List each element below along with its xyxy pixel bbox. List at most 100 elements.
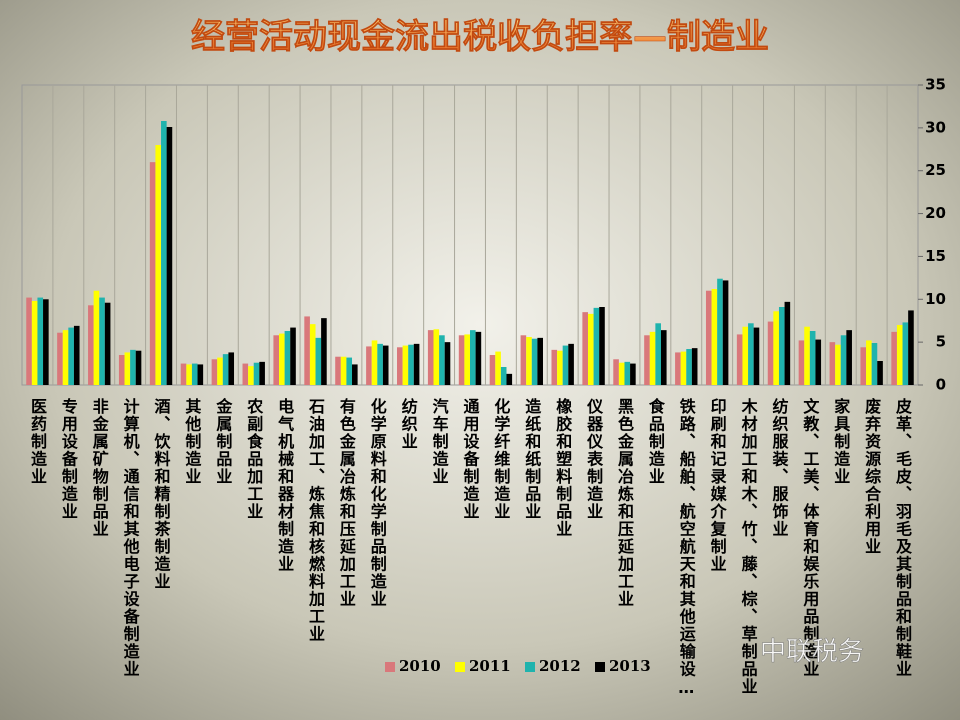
bar bbox=[118, 355, 125, 385]
x-tick-label: 电气机械和器材制造业 bbox=[275, 397, 295, 573]
bar bbox=[809, 331, 816, 385]
bar bbox=[259, 361, 265, 385]
bar bbox=[335, 356, 341, 385]
bar bbox=[599, 307, 605, 385]
x-tick-label: 金属制品业 bbox=[213, 397, 233, 485]
bar bbox=[871, 343, 878, 385]
bar bbox=[784, 301, 791, 385]
bar bbox=[891, 331, 897, 385]
bar bbox=[458, 335, 465, 385]
x-tick-label: 废弃资源综合利用业 bbox=[862, 397, 881, 555]
x-tick-label: 专用设备制造业 bbox=[59, 397, 79, 520]
bar bbox=[315, 337, 322, 385]
bar bbox=[613, 359, 619, 385]
bar bbox=[279, 333, 285, 385]
bar bbox=[742, 326, 749, 385]
bar bbox=[866, 340, 872, 385]
x-tick-label: 汽车制造业 bbox=[430, 397, 449, 485]
bar bbox=[489, 355, 496, 385]
bar bbox=[402, 345, 409, 385]
bar bbox=[846, 330, 852, 385]
bar bbox=[43, 299, 49, 385]
x-tick-label: 食品制造业 bbox=[646, 397, 666, 485]
bar bbox=[537, 337, 543, 385]
bar bbox=[397, 347, 403, 385]
x-tick-label: 皮革、毛皮、羽毛及其制品和制鞋业 bbox=[893, 397, 913, 678]
bar bbox=[366, 346, 372, 385]
bar bbox=[321, 318, 327, 385]
x-tick-label: 石油加工、炼焦和核燃料加工业 bbox=[306, 398, 326, 643]
x-tick-label: 其他制造业 bbox=[182, 397, 202, 485]
bar bbox=[413, 343, 420, 385]
bar bbox=[767, 321, 774, 385]
y-tick-label: 5 bbox=[936, 333, 946, 351]
bar bbox=[568, 343, 574, 385]
bar bbox=[273, 335, 280, 385]
bar bbox=[93, 290, 100, 385]
x-tick-label: 化学原料和化学制品制造业 bbox=[368, 397, 387, 608]
bar bbox=[62, 330, 69, 385]
bar bbox=[618, 362, 625, 385]
bar bbox=[217, 357, 223, 385]
x-tick-label: 橡胶和塑料制品业 bbox=[553, 397, 572, 538]
bar bbox=[557, 350, 563, 385]
x-tick-label: 非金属矿物制品业 bbox=[90, 397, 110, 538]
bar bbox=[352, 364, 358, 385]
x-tick-label: 黑色金属冶炼和压延加工业 bbox=[615, 398, 635, 608]
bar bbox=[630, 363, 636, 385]
bar bbox=[896, 325, 903, 385]
bar bbox=[778, 307, 785, 385]
x-tick-label: 仪器仪表制造业 bbox=[584, 398, 604, 521]
bar bbox=[655, 323, 661, 385]
bar bbox=[753, 327, 760, 385]
legend-label: 2012 bbox=[539, 657, 581, 675]
bar bbox=[31, 301, 38, 385]
bar bbox=[439, 335, 445, 385]
bar bbox=[37, 297, 44, 385]
bar bbox=[346, 357, 353, 385]
legend-swatch bbox=[385, 662, 395, 672]
bar bbox=[680, 351, 687, 385]
bar bbox=[186, 364, 192, 385]
bar bbox=[124, 352, 131, 385]
x-tick-label: 印刷和记录媒介复制业 bbox=[708, 398, 728, 573]
bar bbox=[877, 361, 883, 385]
bar bbox=[211, 359, 218, 385]
bar bbox=[829, 342, 836, 385]
bar bbox=[686, 349, 692, 385]
bar bbox=[377, 343, 383, 385]
bar bbox=[427, 330, 434, 385]
legend-label: 2011 bbox=[469, 657, 511, 675]
bar bbox=[104, 302, 111, 385]
bar bbox=[660, 330, 667, 385]
bar bbox=[433, 329, 440, 385]
x-tick-label: 造纸和纸制品业 bbox=[522, 397, 541, 520]
bar bbox=[408, 344, 414, 385]
bar bbox=[149, 162, 156, 385]
bar bbox=[520, 335, 527, 385]
bar bbox=[902, 322, 909, 385]
bar bbox=[691, 348, 698, 385]
bar bbox=[444, 342, 451, 385]
bar bbox=[222, 354, 229, 385]
legend-swatch bbox=[455, 662, 465, 672]
bar bbox=[748, 323, 754, 385]
bar bbox=[908, 310, 914, 385]
x-tick-label: 化学纤维制造业 bbox=[491, 397, 510, 520]
bar bbox=[253, 362, 260, 385]
bar bbox=[815, 339, 822, 385]
bar bbox=[99, 297, 105, 385]
bar bbox=[495, 351, 501, 385]
bar bbox=[26, 297, 32, 385]
bar bbox=[705, 290, 712, 385]
bar bbox=[371, 340, 378, 385]
y-tick-label: 0 bbox=[936, 376, 946, 394]
x-tick-label: 医药制造业 bbox=[28, 398, 47, 486]
bar bbox=[470, 330, 476, 385]
bar bbox=[562, 345, 569, 385]
bar bbox=[624, 361, 631, 385]
x-tick-label: 纺织业 bbox=[399, 397, 418, 450]
bar bbox=[161, 121, 167, 385]
bar bbox=[73, 325, 80, 385]
